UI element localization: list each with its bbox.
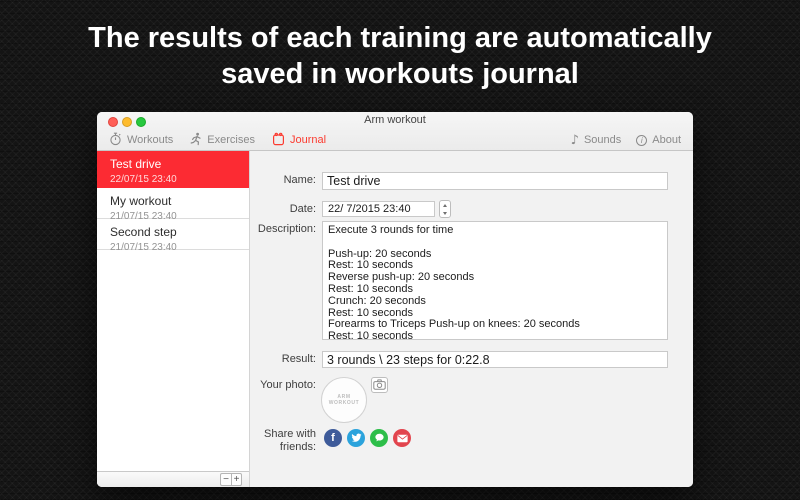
toolbar-right: ♪ Sounds i About (556, 134, 681, 147)
stepper-up-icon[interactable] (440, 201, 450, 209)
sounds-label: Sounds (583, 134, 622, 146)
your-photo-label: Your photo: (260, 379, 316, 391)
window-body: Test drive 22/07/15 23:40 My workout 21/… (97, 151, 693, 487)
toolbar: Workouts Exercises Journal (97, 129, 693, 151)
tab-workouts-label: Workouts (127, 134, 174, 146)
entry-date: 21/07/15 23:40 (110, 211, 177, 222)
speech-bubble-icon (374, 431, 385, 446)
twitter-bird-icon (351, 431, 362, 446)
photo-badge-line2: WORKOUT (328, 400, 360, 406)
share-label-line1: Share with (264, 428, 316, 440)
description-label: Description: (257, 223, 316, 235)
entry-date: 21/07/15 23:40 (110, 242, 177, 253)
share-label: Share with friends: (250, 428, 316, 454)
description-textarea[interactable]: Execute 3 rounds for time Push-up: 20 se… (322, 221, 668, 340)
info-icon: i (636, 134, 648, 146)
minimize-button[interactable] (122, 117, 132, 127)
hero-caption: The results of each training are automat… (0, 20, 800, 92)
add-entry-button[interactable]: + (231, 473, 242, 486)
journal-icon (272, 132, 285, 149)
zoom-button[interactable] (136, 117, 146, 127)
take-photo-button[interactable] (371, 377, 388, 393)
sounds-button[interactable]: ♪ Sounds (571, 134, 622, 147)
photo-placeholder[interactable]: ARM WORKOUT (321, 377, 367, 423)
entry-title: Second step (110, 225, 177, 239)
add-remove-control: − + (220, 473, 242, 486)
photo-badge-line1: ARM (337, 394, 351, 400)
result-input[interactable] (322, 351, 668, 368)
tab-exercises[interactable]: Exercises (190, 132, 255, 149)
stopwatch-icon (109, 132, 122, 149)
date-label: Date: (289, 203, 316, 215)
journal-sidebar: Test drive 22/07/15 23:40 My workout 21/… (97, 151, 250, 487)
date-stepper[interactable] (439, 200, 451, 218)
share-buttons: f (324, 429, 411, 447)
runner-icon (190, 132, 202, 149)
journal-entry-second-step[interactable]: Second step 21/07/15 23:40 (97, 219, 249, 253)
window-header: Arm workout Workouts (97, 112, 693, 151)
result-label: Result: (281, 353, 316, 365)
music-note-icon: ♪ (570, 132, 579, 148)
close-button[interactable] (108, 117, 118, 127)
hero-caption-line2: saved in workouts journal (221, 58, 579, 90)
app-window: Arm workout Workouts (97, 112, 693, 487)
name-input[interactable] (322, 172, 668, 190)
journal-entry-my-workout[interactable]: My workout 21/07/15 23:40 (97, 188, 249, 222)
share-twitter-button[interactable] (347, 429, 365, 447)
camera-icon (373, 378, 386, 393)
tab-workouts[interactable]: Workouts (109, 132, 173, 149)
remove-entry-button[interactable]: − (220, 473, 231, 486)
share-facebook-button[interactable]: f (324, 429, 342, 447)
tab-exercises-label: Exercises (207, 134, 255, 146)
sidebar-footer: − + (97, 471, 249, 487)
hero-caption-line1: The results of each training are automat… (88, 22, 712, 54)
share-mail-button[interactable] (393, 429, 411, 447)
traffic-lights (108, 117, 146, 127)
tab-journal-label: Journal (289, 134, 327, 146)
journal-entry-test-drive[interactable]: Test drive 22/07/15 23:40 (97, 151, 249, 188)
date-value: 22/ 7/2015 23:40 (328, 203, 411, 215)
envelope-icon (396, 431, 408, 446)
date-input[interactable]: 22/ 7/2015 23:40 (322, 201, 435, 217)
share-label-line2: friends: (279, 441, 316, 453)
entry-title: Test drive (110, 157, 162, 171)
window-title: Arm workout (364, 114, 426, 126)
tab-journal[interactable]: Journal (272, 132, 326, 149)
about-label: About (652, 134, 681, 146)
share-messages-button[interactable] (370, 429, 388, 447)
facebook-icon: f (331, 431, 335, 444)
entry-date: 22/07/15 23:40 (110, 174, 177, 185)
name-label: Name: (283, 174, 316, 186)
stepper-down-icon[interactable] (440, 209, 450, 217)
entry-title: My workout (110, 194, 172, 208)
about-button[interactable]: i About (636, 134, 681, 146)
journal-detail-pane: Name: Date: 22/ 7/2015 23:40 Description… (250, 151, 693, 487)
